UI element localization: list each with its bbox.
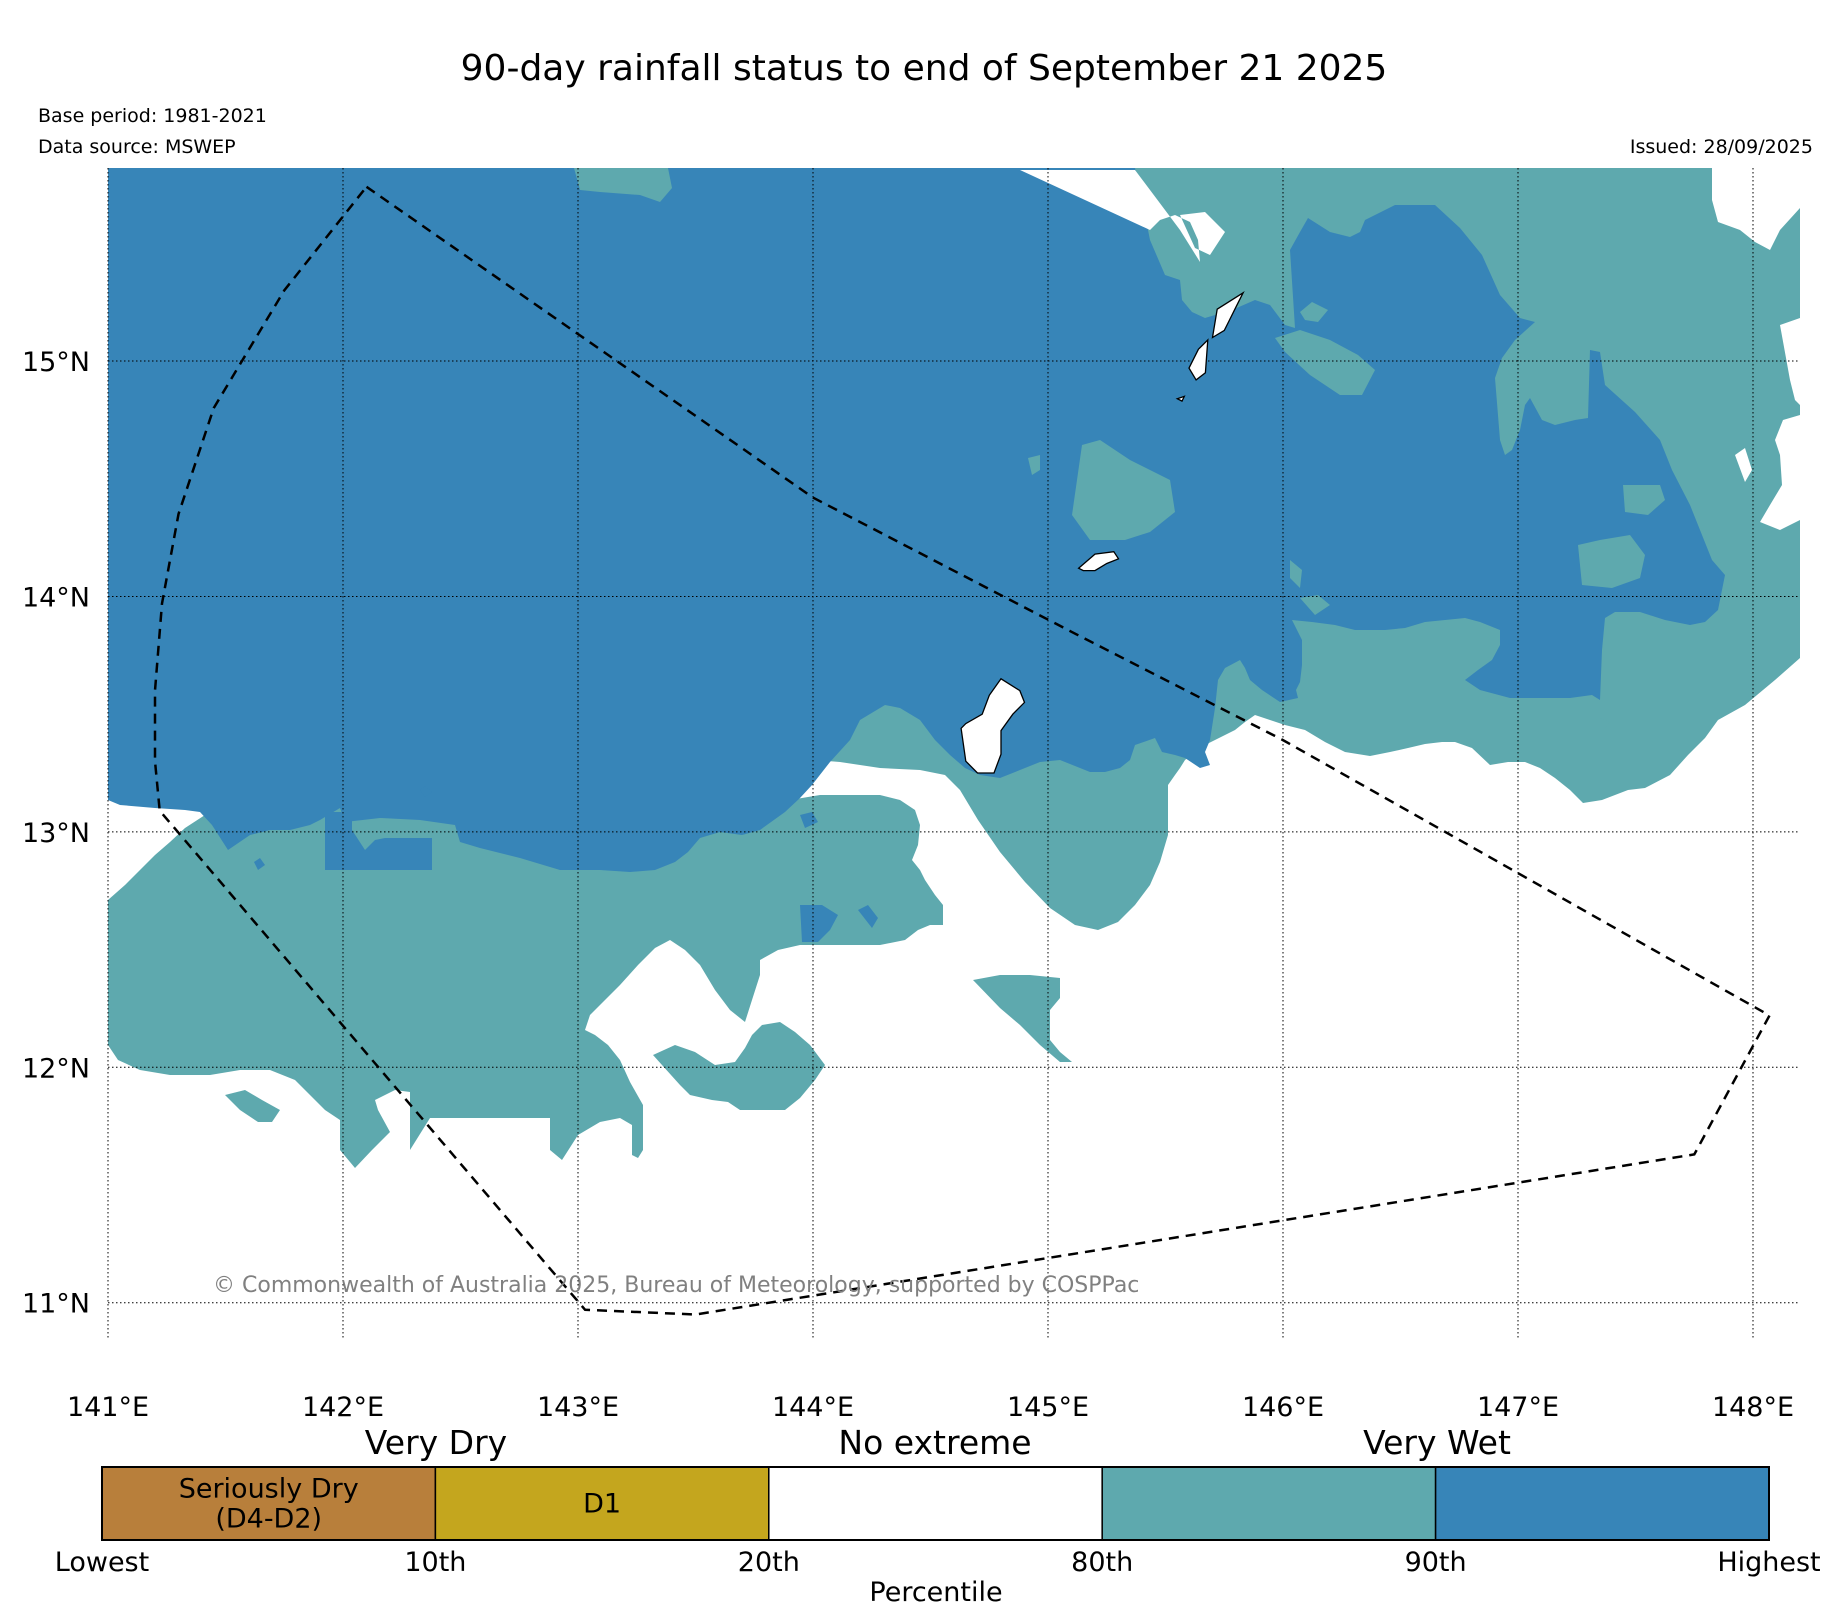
legend-ticks: Lowest 10th 20th 80th 90th Highest [55,1547,1821,1578]
legend-bin [101,1466,437,1541]
island-outline [1077,551,1120,572]
base-period: Base period: 1981-2021 [38,105,267,127]
legend-bins: Seriously Dry(D4-D2) D1 [101,1466,1770,1541]
legend-bin-label: D1 [583,1489,621,1520]
copyright-notice: © Commonwealth of Australia 2025, Bureau… [213,1273,1139,1298]
longitude-label: 142°E [302,1392,384,1423]
legend: Very Dry No extreme Very Wet Seriously D… [55,1423,1821,1608]
legend-group-very-wet: Very Wet [1363,1423,1511,1462]
longitude-label: 141°E [67,1392,149,1423]
latitude-label: 13°N [22,818,90,849]
longitude-label: 145°E [1007,1392,1089,1423]
legend-frame [101,1466,1770,1541]
very-wet-patches [254,786,878,942]
longitude-label: 147°E [1477,1392,1559,1423]
legend-tick-label: 20th [738,1547,800,1578]
legend-bin-label: (D4-D2) [215,1504,322,1535]
legend-bin [1434,1466,1770,1541]
latitude-label: 11°N [22,1289,90,1320]
latitude-label: 15°N [22,347,90,378]
legend-tick-label: 10th [404,1547,466,1578]
island-outline [960,677,1026,774]
eez-boundary [153,185,1772,1316]
graticule [107,168,1800,1338]
legend-axis-label: Percentile [869,1577,1002,1608]
islands [960,290,1245,774]
legend-bin-label: Seriously Dry [179,1474,359,1505]
island-outline [1211,290,1245,339]
legend-bin [768,1466,1103,1541]
island-outline [1188,338,1209,381]
no-extreme-patches [1020,168,1800,530]
latitude-label: 12°N [22,1053,90,1084]
longitude-label: 148°E [1712,1392,1794,1423]
longitude-label: 146°E [1242,1392,1324,1423]
legend-group-no-extreme: No extreme [838,1423,1031,1462]
axis-labels: 141°E 142°E 143°E 144°E 145°E 146°E 147°E 148°E… [22,347,1794,1423]
legend-tick-label: 90th [1405,1547,1467,1578]
longitude-label: 143°E [537,1392,619,1423]
map-title: 90-day rainfall status to end of Septemb… [461,48,1388,89]
island-outline [1175,395,1186,402]
latitude-label: 14°N [22,582,90,613]
data-source: Data source: MSWEP [38,136,236,158]
legend-tick-label: Highest [1717,1547,1820,1578]
issued-date: Issued: 28/09/2025 [1630,136,1813,158]
legend-tick-label: Lowest [55,1547,149,1578]
longitude-label: 144°E [772,1392,854,1423]
legend-group-very-dry: Very Dry [365,1423,507,1462]
legend-bin [1101,1466,1437,1541]
legend-tick-label: 80th [1071,1547,1133,1578]
